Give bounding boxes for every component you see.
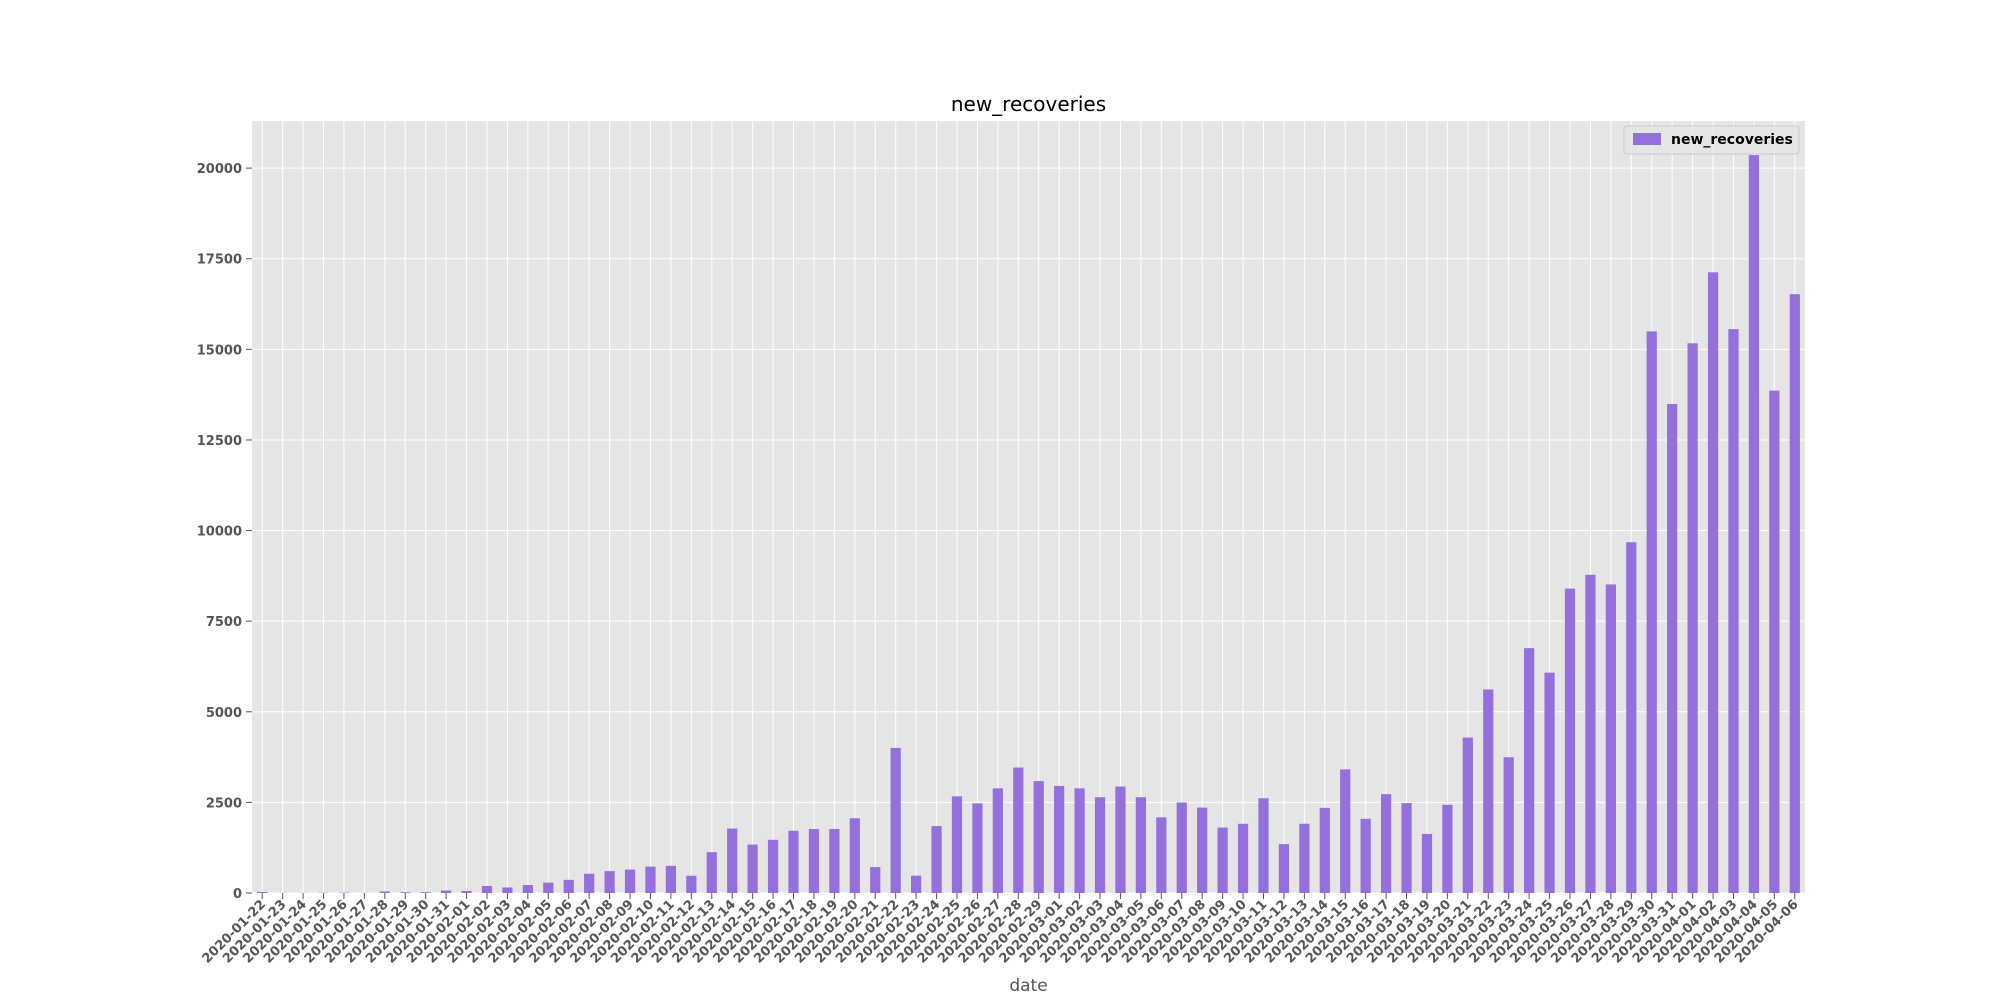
bar [482,886,492,893]
y-tick-label: 10000 [197,525,242,540]
bar [523,885,533,893]
bar [1544,673,1554,893]
bar [952,796,962,893]
bar [1422,834,1432,893]
bar [1442,805,1452,893]
bar [604,871,614,893]
bar [400,892,410,893]
bar [1708,272,1718,893]
bar [1667,404,1677,893]
bar [1258,798,1268,893]
bar [1790,294,1800,893]
bar [1095,797,1105,893]
bar [993,788,1003,893]
bar [1401,803,1411,893]
bar [1340,769,1350,893]
bar [870,867,880,893]
y-tick-label: 5000 [206,706,242,721]
bar [1647,331,1657,893]
bar [1463,738,1473,893]
bar [891,748,901,893]
bar [707,852,717,893]
bar [1136,797,1146,893]
bar [1299,824,1309,893]
bar [1115,787,1125,893]
y-axis: 0 2500 5000 7500 10000 12500 15000 17500 20000 [197,162,252,902]
bar [564,880,574,893]
y-tick-label: 15000 [197,343,242,358]
legend-label: new_recoveries [1671,132,1793,148]
bar [625,870,635,893]
y-tick-label: 20000 [197,162,242,177]
bar [829,829,839,893]
bar [931,826,941,893]
bar [1279,844,1289,893]
y-tick-label: 2500 [206,796,242,811]
bar [1585,575,1595,893]
bar [1034,781,1044,893]
bar [809,829,819,893]
bar [461,891,471,893]
bar [768,840,778,893]
bar [1728,329,1738,893]
bar [380,891,390,893]
bar [972,803,982,893]
bar [441,890,451,893]
bar [1013,768,1023,893]
y-tick-label: 7500 [206,615,242,630]
bar [502,887,512,893]
bar [1381,794,1391,893]
bar [1177,803,1187,893]
bar [1504,757,1514,893]
bar [727,829,737,893]
chart-title: new_recoveries [951,92,1106,116]
legend-swatch [1633,133,1661,145]
bar [748,845,758,893]
x-axis: 2020-01-222020-01-232020-01-242020-01-25… [200,893,1802,967]
bar [1238,824,1248,893]
bar [1361,819,1371,893]
bar [1688,343,1698,893]
y-tick-label: 12500 [197,434,242,449]
bar [788,831,798,893]
bar [257,892,267,893]
bar [686,876,696,893]
bar [1218,828,1228,893]
bar [1524,648,1534,893]
bar [911,876,921,893]
bar [1769,391,1779,893]
bar [1156,817,1166,893]
y-tick-label: 0 [233,887,242,902]
bar [1197,808,1207,893]
bar [1320,808,1330,893]
bar [1749,155,1759,893]
bar [1565,589,1575,893]
bar [584,874,594,893]
bar [645,867,655,893]
bar [1054,786,1064,893]
bar [1074,788,1084,893]
bar [1626,542,1636,893]
bar [543,883,553,893]
legend: new_recoveries [1624,126,1799,154]
bar [850,818,860,893]
bar [1483,689,1493,893]
x-axis-title: date [1009,976,1047,996]
bar [666,866,676,893]
bar [421,892,431,893]
y-tick-label: 17500 [197,253,242,268]
bar [1606,584,1616,893]
